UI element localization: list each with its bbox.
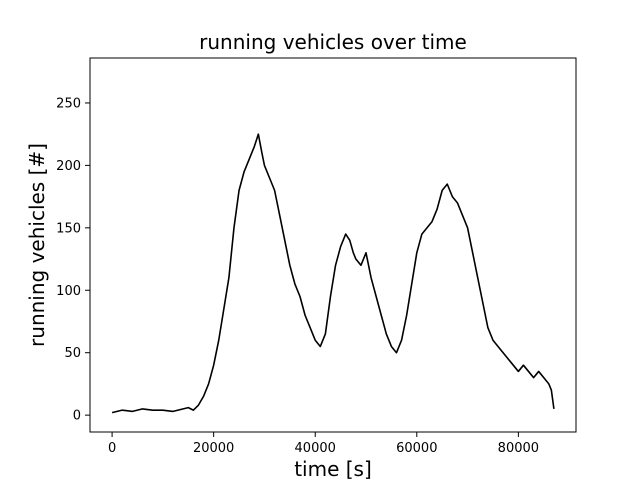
- series-layer: [111, 133, 555, 414]
- y-tick-label: 0: [73, 409, 81, 424]
- x-tick-label: 0: [108, 441, 116, 456]
- series-line-0: [111, 133, 555, 414]
- x-axis-ticks: 0 20000 40000 60000 80000: [108, 432, 539, 456]
- chart-title: running vehicles over time: [199, 30, 467, 54]
- y-tick-label: 100: [56, 284, 81, 299]
- plot-frame: [89, 57, 577, 433]
- y-tick-label: 250: [56, 96, 81, 111]
- x-tick-label: 60000: [396, 441, 437, 456]
- x-axis-label: time [s]: [294, 457, 372, 480]
- x-tick-label: 80000: [498, 441, 539, 456]
- plot-area: [90, 58, 576, 432]
- y-axis-label: running vehicles [#]: [25, 143, 49, 347]
- x-tick-label: 40000: [295, 441, 336, 456]
- y-tick-label: 200: [56, 159, 81, 174]
- y-axis-ticks: 0 50 100 150 200 250: [56, 96, 90, 424]
- y-tick-label: 50: [64, 346, 81, 361]
- x-tick-label: 20000: [193, 441, 234, 456]
- y-tick-label: 150: [56, 221, 81, 236]
